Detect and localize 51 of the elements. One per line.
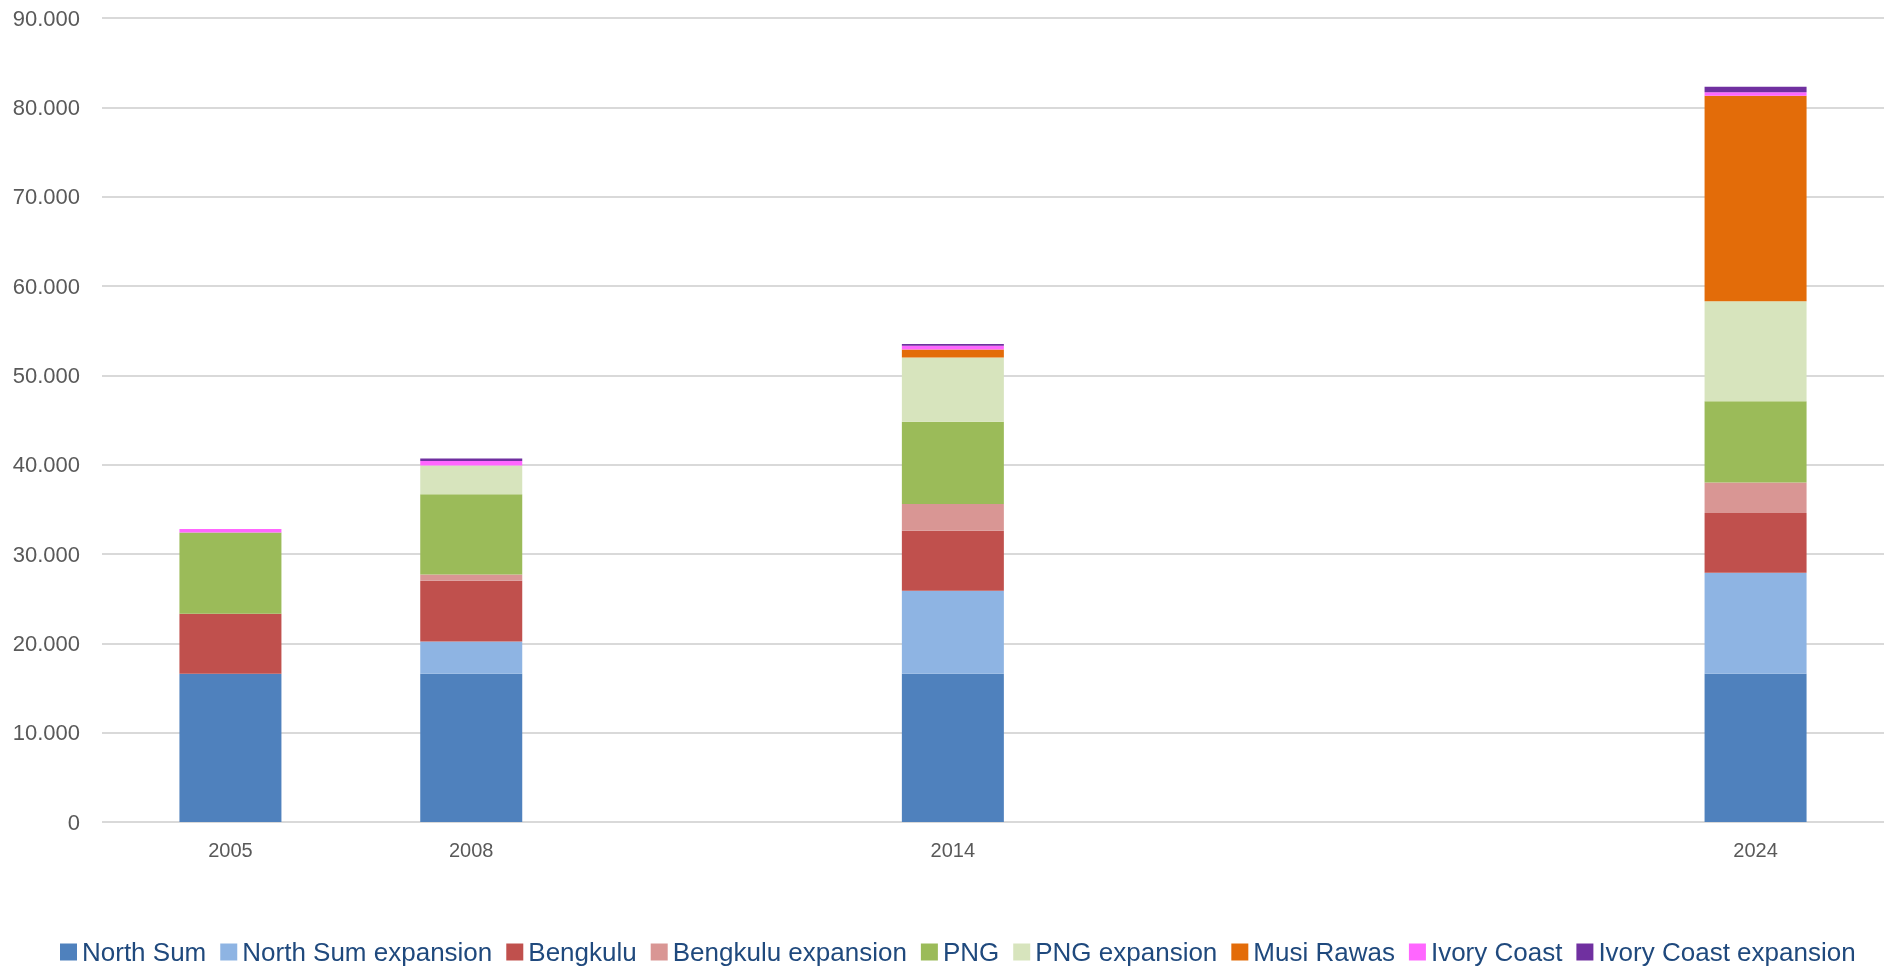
bar [179,673,282,822]
bar [1704,512,1807,573]
bar [420,461,523,466]
x-tick-label: 2008 [448,839,494,861]
bar [1704,572,1807,674]
y-tick-label: 50.000 [12,362,80,388]
legend-label: Ivory Coast [1430,937,1564,967]
bar [901,590,1004,674]
bar [420,580,523,642]
y-tick-label: 80.000 [12,94,80,120]
bar [901,673,1004,822]
y-tick-label: 70.000 [12,184,80,210]
bar [179,528,282,533]
bar [901,349,1004,358]
bar [420,673,523,822]
x-tick-label: 2014 [930,839,976,861]
legend-label: PNG [942,937,1000,967]
legend-label: North Sum expansion [242,937,493,967]
bar [1704,482,1807,513]
bar [901,421,1004,504]
x-tick-label: 2005 [208,839,253,861]
bar [1704,301,1807,402]
bar [179,532,282,614]
bar [420,465,523,495]
bar [1704,673,1807,822]
x-tick-label: 2024 [1733,839,1778,861]
y-tick-label: 10.000 [12,720,80,746]
bar [420,458,523,462]
y-tick-label: 0 [67,809,80,835]
bar [1704,86,1807,93]
legend-label: PNG expansion [1035,937,1218,967]
y-tick-label: 40.000 [12,452,80,478]
legend-label: Bengkulu expansion [672,937,907,967]
bar [901,503,1004,531]
bar [901,530,1004,591]
legend-label: North Sum [82,937,207,967]
bar [1704,92,1807,96]
legend-label: Musi Rawas [1253,937,1395,967]
bar [420,574,523,581]
y-tick-label: 30.000 [12,541,80,567]
bar [420,641,523,674]
bar [420,494,523,575]
y-tick-label: 60.000 [12,273,80,299]
bar [1704,401,1807,483]
bar [179,613,282,674]
bar [901,357,1004,422]
legend-label: Bengkulu [528,937,637,967]
y-tick-label: 90.000 [12,5,80,31]
y-tick-label: 20.000 [12,630,80,656]
bar [1704,95,1807,302]
legend-label: Ivory Coast expansion [1598,937,1856,967]
